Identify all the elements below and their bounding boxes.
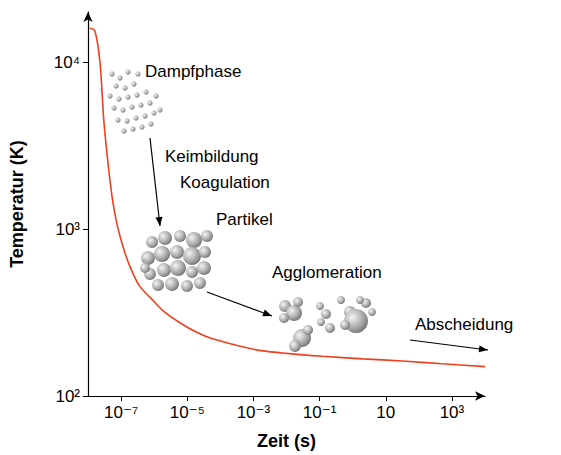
svg-text:Agglomeration: Agglomeration (272, 263, 382, 282)
svg-text:10⁻¹: 10⁻¹ (303, 403, 337, 422)
svg-text:Partikel: Partikel (216, 210, 273, 229)
svg-text:Temperatur (K): Temperatur (K) (7, 140, 27, 268)
svg-text:10: 10 (376, 403, 395, 422)
svg-text:10⁻³: 10⁻³ (237, 403, 271, 422)
svg-text:Koagulation: Koagulation (180, 173, 270, 192)
svg-text:10⁻⁷: 10⁻⁷ (104, 403, 138, 422)
svg-text:Zeit (s): Zeit (s) (257, 431, 316, 451)
svg-text:Dampfphase: Dampfphase (145, 62, 241, 81)
svg-text:10⁴: 10⁴ (54, 53, 80, 72)
svg-text:Abscheidung: Abscheidung (415, 315, 513, 334)
svg-text:10²: 10² (55, 387, 80, 406)
svg-text:10⁻⁵: 10⁻⁵ (170, 403, 205, 422)
svg-text:Keimbildung: Keimbildung (165, 147, 259, 166)
svg-text:10³: 10³ (55, 220, 80, 239)
svg-text:10³: 10³ (440, 403, 465, 422)
